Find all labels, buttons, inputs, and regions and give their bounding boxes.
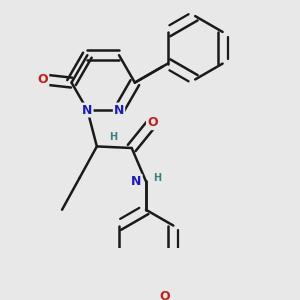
- Text: H: H: [153, 173, 161, 183]
- Text: N: N: [131, 175, 142, 188]
- Text: N: N: [114, 103, 124, 116]
- Text: O: O: [160, 290, 170, 300]
- Text: O: O: [147, 116, 158, 129]
- Text: H: H: [109, 132, 117, 142]
- Text: N: N: [82, 103, 93, 116]
- Text: O: O: [38, 73, 48, 86]
